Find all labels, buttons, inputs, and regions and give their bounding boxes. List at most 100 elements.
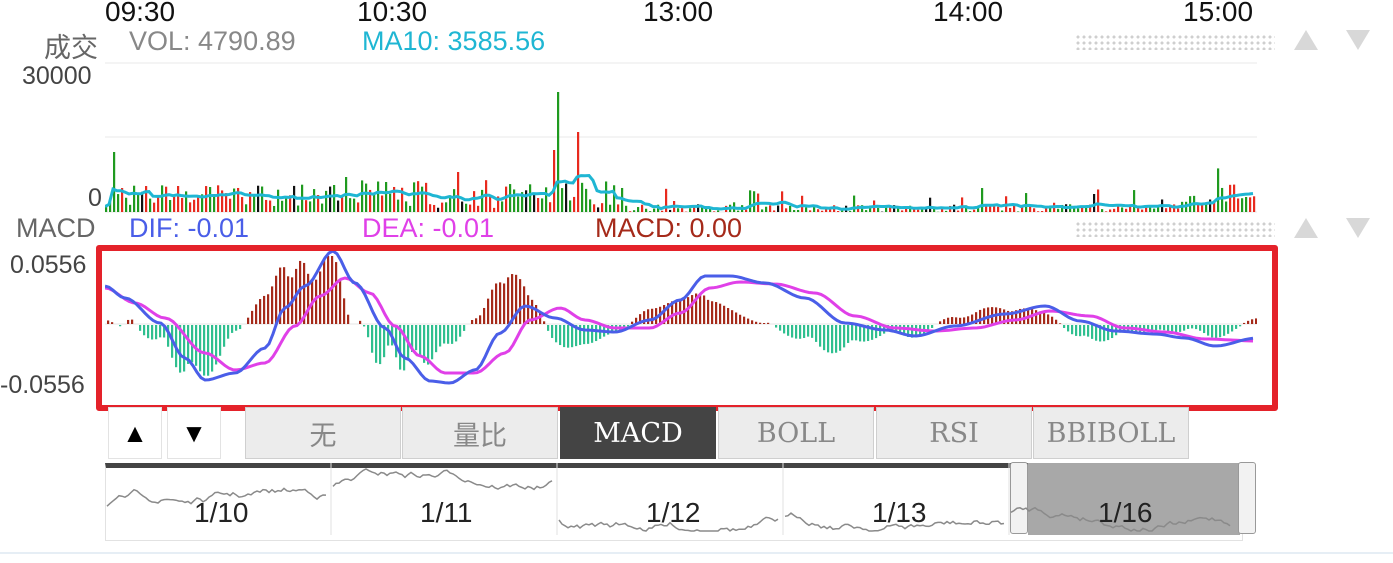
volume-bar bbox=[641, 204, 644, 212]
triangle-down-icon: ▼ bbox=[181, 417, 207, 448]
volume-bar bbox=[573, 196, 576, 212]
volume-bar bbox=[425, 182, 428, 212]
tab-volume-ratio[interactable]: 量比 bbox=[402, 407, 558, 459]
macd-bar-negative bbox=[167, 325, 170, 347]
ma10-value-label: MA10: 3585.56 bbox=[362, 26, 546, 56]
macd-bar-negative bbox=[231, 325, 234, 333]
macd-bar-negative bbox=[1211, 325, 1214, 338]
volume-bar bbox=[257, 185, 260, 212]
volume-bar bbox=[141, 191, 144, 212]
volume-bar bbox=[849, 211, 852, 212]
macd-bar-negative bbox=[223, 325, 226, 347]
day-label-0110[interactable]: 1/10 bbox=[194, 497, 249, 528]
day-selection-window[interactable] bbox=[1028, 463, 1240, 535]
volume-move-up-icon[interactable] bbox=[1294, 30, 1318, 50]
volume-bar bbox=[525, 190, 528, 212]
day-label-0112[interactable]: 1/12 bbox=[646, 497, 701, 528]
macd-bar-negative bbox=[463, 325, 466, 331]
volume-bar bbox=[1241, 198, 1244, 212]
tab-boll[interactable]: BOLL bbox=[718, 407, 874, 459]
macd-bar-positive bbox=[475, 318, 478, 324]
volume-drag-handle[interactable] bbox=[1075, 34, 1275, 50]
macd-bar-positive bbox=[727, 308, 730, 324]
volume-bar bbox=[1157, 207, 1160, 212]
macd-bar-negative bbox=[143, 325, 146, 336]
macd-move-up-icon[interactable] bbox=[1294, 218, 1318, 238]
volume-bar bbox=[297, 205, 300, 212]
volume-bar bbox=[289, 195, 292, 212]
scroll-up-button[interactable]: ▲ bbox=[108, 407, 162, 459]
volume-bar bbox=[1081, 207, 1084, 212]
volume-bar bbox=[1097, 189, 1100, 212]
day-label-0113[interactable]: 1/13 bbox=[872, 497, 927, 528]
macd-bar-negative bbox=[415, 325, 418, 351]
day-label-0111[interactable]: 1/11 bbox=[420, 497, 473, 528]
macd-bar-negative bbox=[867, 325, 870, 342]
volume-bar bbox=[121, 188, 124, 212]
volume-bar bbox=[677, 208, 680, 212]
macd-bar-positive bbox=[487, 298, 490, 324]
day-label-0116[interactable]: 1/16 bbox=[1098, 497, 1153, 528]
volume-bar bbox=[1057, 208, 1060, 212]
selection-right-handle[interactable] bbox=[1238, 462, 1256, 534]
macd-bar-positive bbox=[287, 276, 290, 324]
macd-bar-positive bbox=[1047, 314, 1050, 324]
macd-bar-negative bbox=[811, 325, 814, 338]
volume-bar bbox=[477, 205, 480, 212]
volume-bar bbox=[405, 201, 408, 212]
volume-bar bbox=[457, 172, 460, 212]
volume-bar bbox=[1209, 199, 1212, 212]
volume-move-down-icon[interactable] bbox=[1346, 30, 1370, 50]
macd-bar-negative bbox=[1167, 325, 1170, 332]
macd-bar-negative bbox=[395, 325, 398, 358]
time-label-1300: 13:00 bbox=[643, 0, 714, 27]
macd-bar-negative bbox=[1151, 325, 1154, 331]
volume-bar bbox=[309, 201, 312, 212]
volume-bar bbox=[701, 207, 704, 212]
volume-bar bbox=[1041, 211, 1044, 212]
bottom-divider bbox=[0, 552, 1393, 554]
macd-bar-positive bbox=[347, 314, 350, 324]
macd-bar-negative bbox=[367, 325, 370, 338]
volume-bar bbox=[373, 194, 376, 212]
volume-bar bbox=[361, 180, 364, 212]
macd-bar-negative bbox=[427, 325, 430, 365]
tab-bbiboll[interactable]: BBIBOLL bbox=[1033, 407, 1189, 459]
macd-bar-positive bbox=[703, 295, 706, 324]
volume-bar bbox=[1225, 201, 1228, 212]
volume-bar bbox=[161, 185, 164, 212]
macd-bar-positive bbox=[635, 317, 638, 324]
macd-bar-positive bbox=[1255, 318, 1257, 324]
volume-bar bbox=[453, 189, 456, 212]
macd-bar-positive bbox=[667, 303, 670, 324]
macd-bar-negative bbox=[847, 325, 850, 343]
macd-drag-handle[interactable] bbox=[1075, 221, 1275, 237]
macd-bar-negative bbox=[579, 325, 582, 345]
macd-bar-positive bbox=[1007, 310, 1010, 324]
volume-bar bbox=[925, 208, 928, 212]
volume-bar bbox=[1033, 208, 1036, 212]
macd-bar-positive bbox=[691, 295, 694, 324]
macd-move-down-icon[interactable] bbox=[1346, 218, 1370, 238]
volume-bar bbox=[965, 205, 968, 212]
macd-bar-negative bbox=[563, 325, 566, 348]
tab-rsi[interactable]: RSI bbox=[876, 407, 1032, 459]
macd-bar-negative bbox=[439, 325, 442, 347]
macd-bar-negative bbox=[155, 325, 158, 340]
tab-none[interactable]: 无 bbox=[245, 407, 401, 459]
macd-bar-positive bbox=[999, 308, 1002, 324]
volume-bar bbox=[1021, 205, 1024, 212]
volume-bar bbox=[541, 198, 544, 212]
volume-bar bbox=[1153, 208, 1156, 212]
volume-bar bbox=[369, 189, 372, 212]
scroll-down-button[interactable]: ▼ bbox=[167, 407, 221, 459]
volume-bar bbox=[809, 210, 812, 212]
macd-bar-negative bbox=[227, 325, 230, 339]
selection-left-handle[interactable] bbox=[1010, 462, 1028, 534]
volume-bar bbox=[737, 210, 740, 212]
macd-bar-negative bbox=[551, 325, 554, 338]
volume-bar bbox=[133, 185, 136, 212]
volume-bar bbox=[569, 200, 572, 212]
macd-bar-positive bbox=[1003, 309, 1006, 324]
tab-macd[interactable]: MACD bbox=[560, 407, 716, 459]
